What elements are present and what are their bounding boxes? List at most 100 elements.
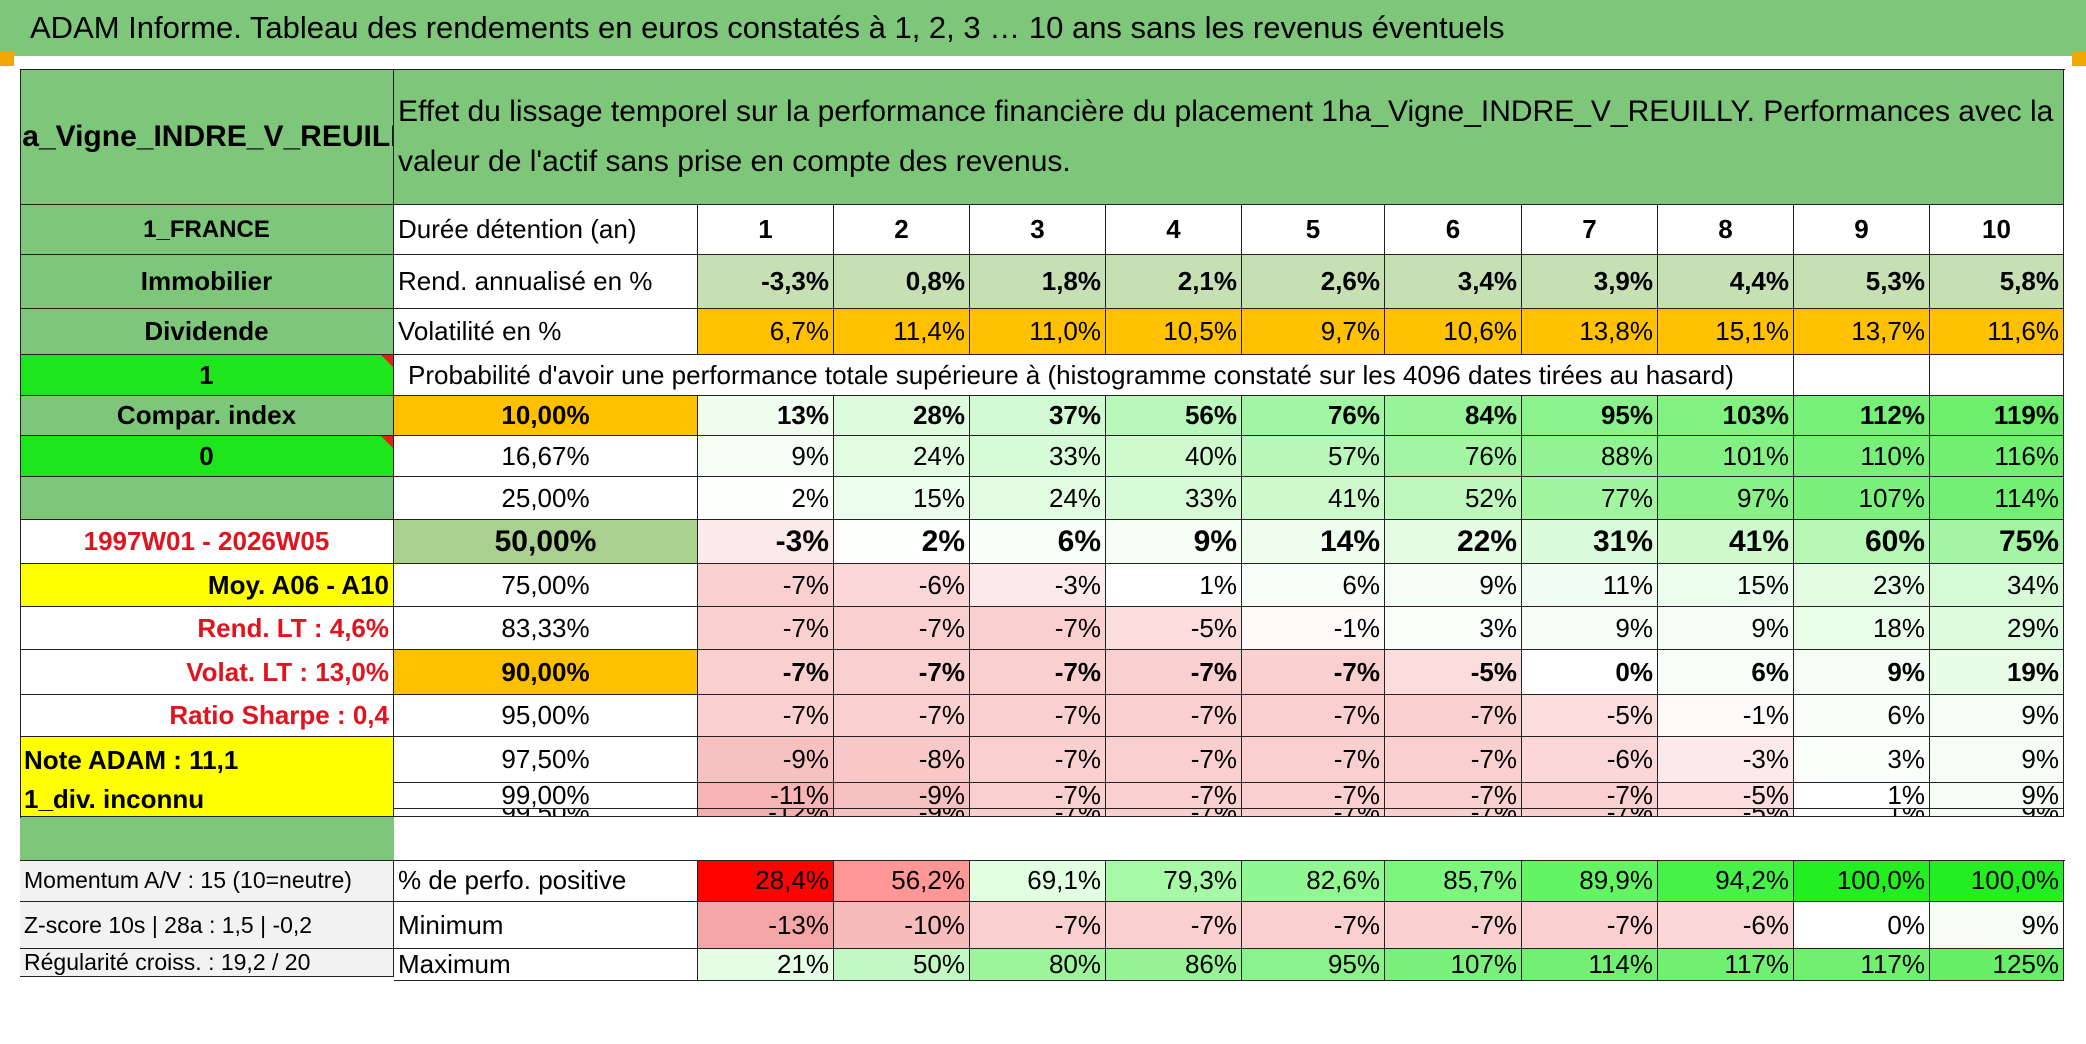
stat-value: 80%	[970, 949, 1106, 981]
rend-value: -3,3%	[698, 255, 834, 309]
histogram-value: -7%	[698, 607, 834, 650]
histogram-value: -7%	[1385, 737, 1522, 783]
percentile-label: 99,00%	[394, 783, 698, 809]
stat-value: 89,9%	[1522, 860, 1658, 902]
histogram-value: 6%	[1242, 564, 1385, 607]
histogram-value: -6%	[834, 564, 970, 607]
histogram-value: 2%	[698, 477, 834, 520]
empty-cell	[1930, 355, 2064, 396]
momentum-label: Momentum A/V : 15 (10=neutre)	[20, 860, 394, 902]
rend-label: Rend. annualisé en %	[394, 255, 698, 309]
histogram-value: 18%	[1794, 607, 1930, 650]
histogram-value: 114%	[1930, 477, 2064, 520]
histogram-value: 56%	[1106, 396, 1242, 436]
histogram-value: 52%	[1385, 477, 1522, 520]
sharpe-label: Ratio Sharpe : 0,4	[20, 695, 394, 737]
duration-header: 10	[1930, 205, 2064, 255]
histogram-value: -7%	[698, 564, 834, 607]
histogram-value: 34%	[1930, 564, 2064, 607]
histogram-value: -7%	[970, 737, 1106, 783]
histogram-value: 9%	[698, 436, 834, 477]
stat-value: 79,3%	[1106, 860, 1242, 902]
histogram-value: -7%	[1385, 695, 1522, 737]
volat-value: 13,7%	[1794, 309, 1930, 355]
histogram-value: -7%	[1106, 737, 1242, 783]
rend-lt-label: Rend. LT : 4,6%	[20, 607, 394, 650]
histogram-value: -7%	[1522, 809, 1658, 817]
histogram-value: 9%	[1930, 783, 2064, 809]
note-label: Note ADAM : 11,1	[20, 737, 394, 783]
histogram-value: -7%	[970, 695, 1106, 737]
stat-value: 117%	[1658, 949, 1794, 981]
percentile-label: 16,67%	[394, 436, 698, 477]
histogram-value: 29%	[1930, 607, 2064, 650]
histogram-value: 9%	[1930, 695, 2064, 737]
stat-value: 100,0%	[1794, 860, 1930, 902]
period-label: 1997W01 - 2026W05	[20, 520, 394, 564]
corner-marker	[0, 52, 14, 66]
histogram-value: -7%	[1242, 650, 1385, 695]
histogram-value: 24%	[834, 436, 970, 477]
rend-value: 5,8%	[1930, 255, 2064, 309]
volat-value: 11,0%	[970, 309, 1106, 355]
histogram-value: 23%	[1794, 564, 1930, 607]
histogram-value: 103%	[1658, 396, 1794, 436]
histogram-value: 41%	[1658, 520, 1794, 564]
volat-value: 6,7%	[698, 309, 834, 355]
histogram-value: 13%	[698, 396, 834, 436]
histogram-value: -7%	[1242, 737, 1385, 783]
histogram-value: 9%	[1658, 607, 1794, 650]
histogram-value: 88%	[1522, 436, 1658, 477]
duration-header: 6	[1385, 205, 1522, 255]
histogram-value: -7%	[1106, 783, 1242, 809]
histogram-value: 15%	[1658, 564, 1794, 607]
histogram-value: -7%	[970, 607, 1106, 650]
histogram-value: -7%	[834, 650, 970, 695]
stat-value: 50%	[834, 949, 970, 981]
histogram-value: 101%	[1658, 436, 1794, 477]
country-label: 1_FRANCE	[20, 205, 394, 255]
stat-value: -7%	[1242, 902, 1385, 949]
percentile-label: 95,00%	[394, 695, 698, 737]
histogram-value: -9%	[834, 809, 970, 817]
histogram-value: 3%	[1385, 607, 1522, 650]
histogram-value: 9%	[1930, 737, 2064, 783]
stat-value: -6%	[1658, 902, 1794, 949]
stat-value: -13%	[698, 902, 834, 949]
percentile-label: 10,00%	[394, 396, 698, 436]
histogram-value: 22%	[1385, 520, 1522, 564]
histogram-value: -5%	[1658, 783, 1794, 809]
table-border	[20, 860, 2065, 861]
rend-value: 1,8%	[970, 255, 1106, 309]
duration-header: 8	[1658, 205, 1794, 255]
percentile-label: 25,00%	[394, 477, 698, 520]
duration-header: 4	[1106, 205, 1242, 255]
compar-index-label: Compar. index	[20, 396, 394, 436]
type-label: Dividende	[20, 309, 394, 355]
percentile-label: 75,00%	[394, 564, 698, 607]
zscore-label: Z-score 10s | 28a : 1,5 | -0,2	[20, 902, 394, 949]
stat-value: 69,1%	[970, 860, 1106, 902]
histogram-value: -7%	[1106, 809, 1242, 817]
volat-value: 13,8%	[1522, 309, 1658, 355]
stat-value: -7%	[970, 902, 1106, 949]
percentile-label: 99,50%	[394, 809, 698, 817]
histogram-value: 37%	[970, 396, 1106, 436]
histogram-value: 41%	[1242, 477, 1385, 520]
rend-value: 3,9%	[1522, 255, 1658, 309]
histogram-value: 11%	[1522, 564, 1658, 607]
histogram-value: 110%	[1794, 436, 1930, 477]
flag-value: 1	[20, 355, 394, 396]
stat-value: 100,0%	[1930, 860, 2064, 902]
stat-value: -7%	[1522, 902, 1658, 949]
histogram-value: -11%	[698, 783, 834, 809]
histogram-value: 0%	[1522, 650, 1658, 695]
histogram-value: -7%	[1385, 809, 1522, 817]
stat-value: 82,6%	[1242, 860, 1385, 902]
histogram-value: -1%	[1658, 695, 1794, 737]
histogram-value: -7%	[1242, 695, 1385, 737]
histogram-value: -7%	[834, 695, 970, 737]
histogram-value: 15%	[834, 477, 970, 520]
histogram-value: -7%	[1106, 695, 1242, 737]
histogram-value: 28%	[834, 396, 970, 436]
